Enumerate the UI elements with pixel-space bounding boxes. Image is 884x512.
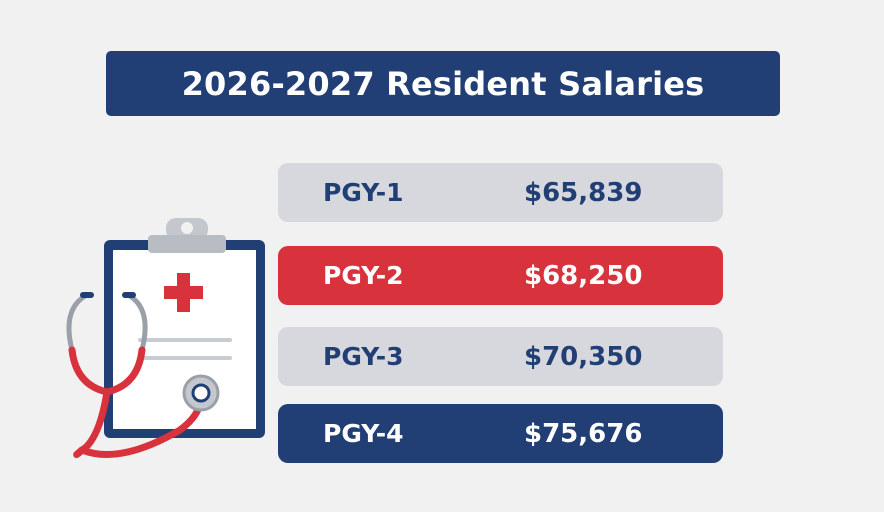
title-banner: 2026-2027 Resident Salaries [106, 51, 780, 116]
stethoscope-icon [66, 292, 220, 458]
salary-row-pgy-2: PGY-2 $68,250 [278, 246, 723, 305]
salary-level: PGY-3 [323, 342, 404, 371]
salary-row-pgy-1: PGY-1 $65,839 [278, 163, 723, 222]
salary-row-pgy-3: PGY-3 $70,350 [278, 327, 723, 386]
salary-amount: $75,676 [524, 418, 643, 449]
salary-level: PGY-4 [323, 419, 404, 448]
medical-cross-icon [164, 273, 203, 312]
salary-row-pgy-4: PGY-4 $75,676 [278, 404, 723, 463]
salary-level: PGY-2 [323, 261, 404, 290]
salary-level: PGY-1 [323, 178, 404, 207]
salary-amount: $68,250 [524, 260, 643, 291]
salary-amount: $70,350 [524, 341, 643, 372]
page-title: 2026-2027 Resident Salaries [181, 64, 705, 103]
medical-illustration [66, 218, 265, 458]
clipboard-icon [104, 218, 265, 438]
salary-amount: $65,839 [524, 177, 643, 208]
